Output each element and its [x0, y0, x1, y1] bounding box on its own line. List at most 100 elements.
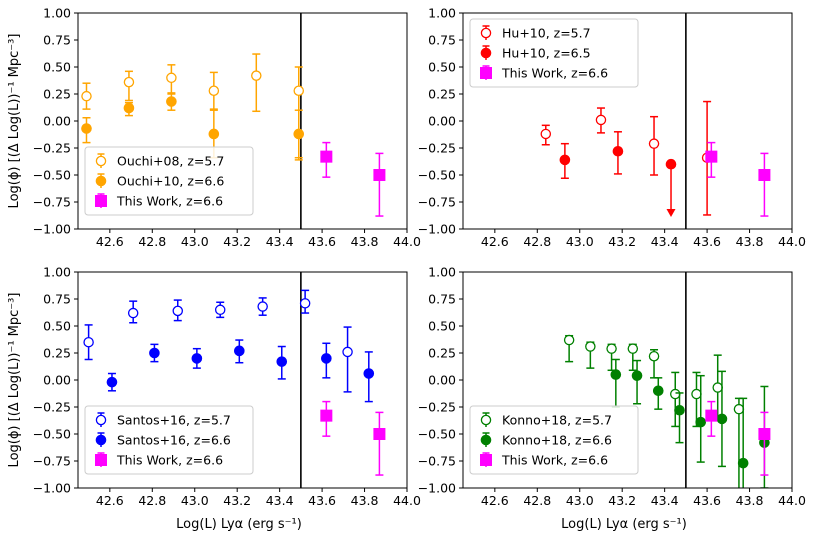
data-point [705, 409, 718, 422]
legend-label: Konno+18, z=5.7 [502, 413, 612, 428]
y-tick-label: −0.75 [33, 454, 71, 469]
data-point [758, 169, 771, 181]
ylabel-bottom: Log(ϕ) [(Δ Log(L))⁻¹ Mpc⁻³] [7, 293, 22, 468]
y-tick-label: −0.25 [33, 400, 71, 415]
series-2 [705, 141, 771, 217]
data-point [293, 128, 305, 140]
x-tick-label: 43.0 [181, 493, 209, 508]
x-tick-label: 44.0 [778, 234, 806, 249]
x-tick-label: 43.8 [351, 493, 379, 508]
y-tick-label: 0.75 [43, 292, 71, 307]
data-point [276, 356, 288, 367]
axes-frame [77, 271, 408, 489]
x-tick-label: 43.8 [736, 493, 764, 508]
x-tick-label: 43.2 [608, 493, 636, 508]
data-point [172, 305, 184, 317]
legend-label: This Work, z=6.6 [116, 453, 223, 468]
data-point [81, 90, 92, 102]
x-tick-label: 42.8 [523, 234, 551, 249]
data-point [81, 123, 92, 134]
x-tick-label: 43.2 [608, 234, 636, 249]
data-point [627, 343, 639, 354]
y-tick-label: 0.25 [428, 87, 456, 102]
axes-frame [462, 12, 793, 230]
legend-marker [95, 175, 107, 187]
data-point [251, 70, 262, 81]
x-tick-label: 43.6 [693, 234, 721, 249]
y-tick-label: −1.00 [33, 222, 71, 237]
data-point [737, 457, 749, 469]
y-tick-label: 0.50 [428, 60, 456, 75]
x-tick-label: 43.8 [351, 234, 379, 249]
y-tick-label: 0.75 [43, 33, 71, 48]
x-tick-label: 43.6 [693, 493, 721, 508]
data-point [166, 96, 177, 107]
series-2 [705, 400, 771, 476]
legend-label: Ouchi+10, z=6.6 [117, 174, 224, 189]
legend-marker [95, 155, 107, 167]
x-tick-label: 44.0 [393, 234, 421, 249]
y-tick-label: 0.75 [428, 292, 456, 307]
x-tick-label: 42.6 [96, 493, 124, 508]
legend-label: Ouchi+08, z=5.7 [117, 154, 224, 169]
legend-box [84, 146, 254, 216]
y-tick-label: −0.75 [418, 195, 456, 210]
data-point [208, 128, 220, 140]
legend-marker [480, 67, 492, 79]
data-layer [563, 334, 771, 488]
y-tick-label: −0.75 [33, 195, 71, 210]
y-tick-label: 0.75 [428, 33, 456, 48]
legend-box [469, 18, 639, 88]
data-point [559, 154, 571, 166]
x-tick-label: 43.0 [181, 234, 209, 249]
legend-label: Santos+16, z=6.6 [117, 433, 231, 448]
legend: Ouchi+08, z=5.7 Ouchi+10, z=6.6 This Work,… [84, 146, 254, 216]
y-tick-label: −0.25 [33, 141, 71, 156]
y-tick-label: −0.25 [418, 400, 456, 415]
y-tick-label: 0.00 [428, 373, 456, 388]
y-tick-label: −0.75 [418, 454, 456, 469]
data-point [166, 72, 177, 84]
x-tick-label: 43.0 [566, 234, 594, 249]
panel-top-left: 42.6 42.8 43.0 43.2 43.4 43.6 43.8 44.0 −1.00 −0.… [33, 6, 421, 250]
legend-marker [480, 434, 492, 446]
panel-bottom-left: 42.6 42.8 43.0 43.2 43.4 43.6 43.8 44.0 −1.00 −0.… [33, 265, 421, 509]
data-point [123, 102, 135, 114]
x-tick-label: 43.4 [651, 493, 679, 508]
legend-marker [95, 434, 107, 446]
data-point [320, 409, 333, 422]
data-layer [83, 289, 386, 476]
data-point [299, 298, 311, 309]
y-tick-label: 0.00 [43, 373, 71, 388]
data-point [208, 85, 220, 97]
legend-marker [95, 195, 107, 207]
legend-label: This Work, z=6.6 [116, 194, 223, 209]
data-point [648, 350, 660, 362]
data-point [652, 385, 664, 397]
legend: Konno+18, z=5.7 Konno+18, z=6.6 This Work,… [469, 405, 639, 475]
data-point [705, 150, 718, 163]
x-tick-label: 42.6 [481, 493, 509, 508]
x-tick-label: 44.0 [778, 493, 806, 508]
data-point [612, 145, 624, 157]
legend-marker [480, 47, 492, 59]
data-point [373, 428, 386, 440]
data-point [373, 169, 386, 181]
y-tick-label: −0.50 [33, 168, 71, 183]
x-tick-label: 43.4 [266, 493, 294, 508]
series-0 [563, 334, 745, 488]
y-tick-label: 1.00 [428, 6, 456, 21]
axes-frame [77, 12, 408, 230]
legend-box [469, 405, 639, 475]
y-tick-label: 0.50 [43, 319, 71, 334]
x-tick-label: 42.8 [138, 493, 166, 508]
data-point [606, 343, 617, 354]
legend: Santos+16, z=5.7 Santos+16, z=6.6 This Wor… [84, 405, 254, 475]
x-tick-label: 42.6 [96, 234, 124, 249]
data-point [670, 388, 681, 400]
x-tick-label: 43.0 [566, 493, 594, 508]
x-tick-label: 43.6 [308, 493, 336, 508]
series-1 [106, 339, 375, 403]
data-point [585, 341, 596, 352]
y-tick-label: 1.00 [43, 6, 71, 21]
